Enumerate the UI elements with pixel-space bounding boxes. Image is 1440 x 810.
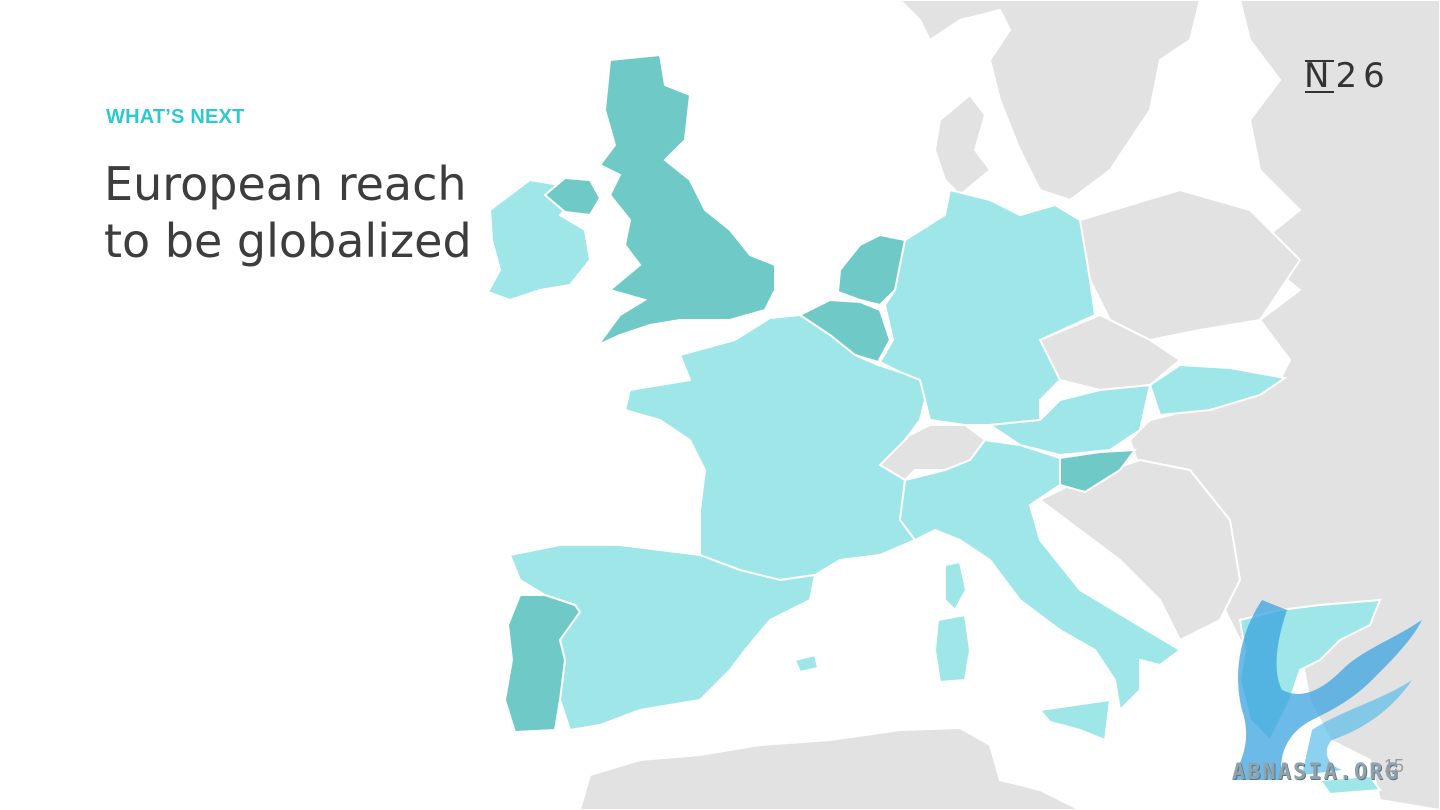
slide-headline: European reach to be globalized — [104, 156, 472, 270]
logo-digits: 26 — [1335, 56, 1391, 96]
griffin-watermark-icon — [1232, 600, 1422, 780]
map-balearic — [793, 653, 820, 674]
headline-line-2: to be globalized — [104, 214, 472, 268]
map-poland — [1078, 188, 1302, 342]
map-italy — [898, 438, 1182, 713]
map-slovakia — [1148, 363, 1288, 417]
page-number: 15 — [1384, 756, 1405, 776]
map-sardinia — [933, 613, 972, 684]
map-austria — [987, 383, 1152, 457]
map-balkans — [1038, 458, 1242, 642]
map-portugal — [503, 594, 582, 734]
section-eyebrow: WHAT’S NEXT — [106, 106, 245, 128]
map-corsica — [944, 560, 968, 612]
map-northern-ireland — [543, 176, 602, 217]
n26-logo: N26 — [1304, 56, 1391, 96]
map-sicily — [1038, 698, 1112, 742]
map-denmark — [933, 93, 992, 197]
map-czechia — [1038, 313, 1182, 392]
map-france — [623, 313, 932, 582]
map-united-kingdom — [594, 53, 776, 348]
map-north-africa — [578, 726, 1081, 810]
watermark-text: ABNASIA.ORG — [1232, 760, 1400, 785]
map-scandinavia — [898, 0, 1202, 202]
logo-letter: N — [1304, 56, 1336, 96]
headline-line-1: European reach — [104, 157, 467, 211]
map-crete — [1318, 774, 1382, 796]
map-germany — [878, 188, 1097, 426]
